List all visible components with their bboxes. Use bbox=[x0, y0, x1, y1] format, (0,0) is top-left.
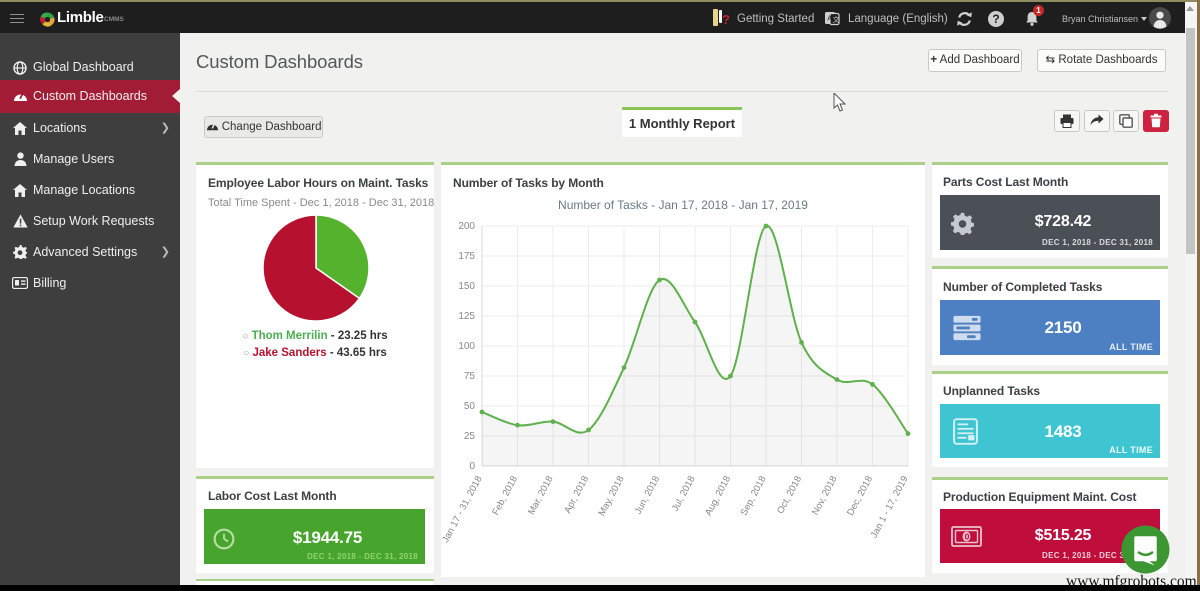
svg-text:75: 75 bbox=[464, 371, 476, 382]
svg-text:Mar, 2018: Mar, 2018 bbox=[526, 474, 556, 516]
svg-text:Feb, 2018: Feb, 2018 bbox=[490, 474, 520, 517]
svg-text:A: A bbox=[827, 16, 832, 23]
svg-text:175: 175 bbox=[458, 251, 475, 262]
svg-text:Apr, 2018: Apr, 2018 bbox=[562, 474, 591, 515]
svg-text:Jan 1 - 17, 2019: Jan 1 - 17, 2019 bbox=[869, 474, 911, 540]
svg-text:25: 25 bbox=[464, 431, 476, 442]
svg-text:100: 100 bbox=[458, 341, 475, 352]
svg-text:200: 200 bbox=[458, 221, 475, 232]
svg-text:0: 0 bbox=[965, 532, 970, 542]
svg-text:125: 125 bbox=[458, 311, 475, 322]
svg-text:Jul, 2018: Jul, 2018 bbox=[670, 474, 698, 513]
svg-text:Jan 17 - 31, 2018: Jan 17 - 31, 2018 bbox=[440, 474, 484, 544]
svg-text:Dec, 2018: Dec, 2018 bbox=[845, 474, 875, 517]
svg-text:Nov, 2018: Nov, 2018 bbox=[810, 474, 840, 517]
svg-text:Aug, 2018: Aug, 2018 bbox=[703, 474, 733, 517]
svg-text:Oct, 2018: Oct, 2018 bbox=[775, 474, 804, 516]
svg-text:150: 150 bbox=[458, 281, 475, 292]
svg-text:May, 2018: May, 2018 bbox=[596, 474, 626, 518]
svg-text:0: 0 bbox=[469, 461, 475, 472]
svg-text:Sep, 2018: Sep, 2018 bbox=[739, 474, 769, 517]
svg-text:文: 文 bbox=[833, 15, 840, 24]
svg-text:Jun, 2018: Jun, 2018 bbox=[633, 474, 662, 516]
svg-text:50: 50 bbox=[464, 401, 476, 412]
